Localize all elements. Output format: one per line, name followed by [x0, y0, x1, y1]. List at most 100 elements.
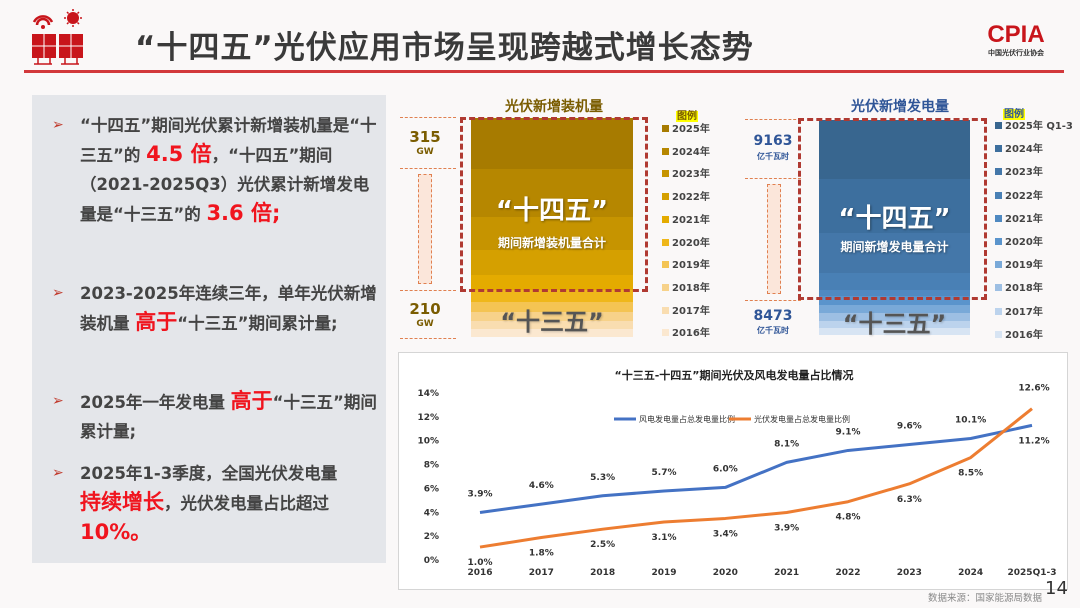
gen-over-label: “十四五”	[838, 204, 951, 234]
y-tick-label: 14%	[417, 389, 439, 399]
gen-legend-title: 图例	[1003, 109, 1025, 120]
legend-swatch	[995, 168, 1002, 176]
cpia-logo-subtext: 中国光伏行业协会	[988, 49, 1044, 57]
legend-label: 2018年	[672, 282, 710, 294]
y-tick-label: 6%	[424, 484, 439, 494]
legend-label: 2021年	[672, 214, 710, 226]
legend-item: 2018年	[662, 279, 710, 294]
install-top-value: 315	[409, 128, 441, 146]
data-label: 3.4%	[713, 529, 738, 539]
x-tick-label: 2019	[651, 568, 676, 578]
bullet-text: ，“十四五”期间（2021-2025Q3）光伏累计新增发电量是“十三五”的	[80, 146, 370, 224]
legend-swatch	[995, 261, 1002, 269]
legend-label: 2023年	[1005, 167, 1043, 179]
legend-label: 2016年	[672, 328, 710, 340]
highlight-4-5x: 4.5 倍	[146, 142, 212, 166]
double-arrow-icon	[767, 184, 781, 294]
gen-top-value: 9163	[753, 133, 793, 149]
y-tick-label: 0%	[424, 556, 439, 566]
legend-item: 2019年	[995, 256, 1043, 271]
legend-swatch	[995, 214, 1002, 222]
y-tick-label: 4%	[424, 508, 439, 518]
bar-segment-2022年	[471, 250, 633, 275]
legend-swatch	[995, 307, 1002, 315]
data-label: 8.1%	[774, 439, 799, 449]
legend-swatch	[995, 145, 1002, 153]
data-label: 12.6%	[1018, 384, 1049, 394]
legend-label: 风电发电量占总发电量比例	[639, 414, 735, 424]
legend-item: 2016年	[662, 324, 710, 339]
legend-swatch	[662, 238, 669, 246]
gen-bottom-value: 8473	[753, 308, 793, 324]
data-label: 3.1%	[652, 533, 677, 543]
page-title: “十四五”光伏应用市场呈现跨越式增长态势	[135, 30, 754, 66]
bullet-2: ➢ 2023-2025年连续三年，单年光伏新增装机量 高于“十三五”期间累计量;	[52, 279, 377, 338]
bullet-text: ，光伏发电量占比超过	[164, 494, 329, 513]
x-tick-label: 2018	[590, 568, 615, 578]
legend-label: 2022年	[1005, 190, 1043, 202]
data-label: 9.6%	[897, 421, 922, 431]
solar-panel-logo-icon	[28, 8, 88, 66]
legend-swatch	[662, 193, 669, 201]
legend-item: 2018年	[995, 279, 1043, 294]
bar-segment-2019年	[471, 302, 633, 312]
bullet-4: ➢ 2025年1-3季度，全国光伏发电量 持续增长，光伏发电量占比超过 10%。	[52, 459, 377, 548]
install-chart-title: 光伏新增装机量	[505, 99, 603, 115]
bar-segment-2018年	[819, 313, 970, 321]
legend-label: 2018年	[1005, 283, 1043, 295]
bar-segment-2017年	[471, 321, 633, 329]
legend-item: 2021年	[662, 211, 710, 226]
data-source: 数据来源：国家能源局数据	[928, 593, 1043, 604]
bullet-text: “十四五”期间光伏累计新增装机量是“十三五”的	[80, 116, 377, 165]
arrow-bullet-icon: ➢	[52, 393, 64, 409]
bar-segment-2016年	[471, 329, 633, 337]
legend-swatch	[662, 306, 669, 314]
bullet-3: ➢ 2025年一年发电量 高于“十三五”期间累计量;	[52, 387, 377, 446]
bar-segment-2024年	[471, 169, 633, 217]
bullet-text: 2025年1-3季度，全国光伏发电量	[80, 464, 338, 483]
data-label: 10.1%	[955, 416, 986, 426]
guide-line	[745, 178, 801, 179]
x-tick-label: 2022	[835, 568, 860, 578]
series-line-solar	[479, 407, 1033, 549]
legend-swatch	[995, 122, 1002, 129]
legend-swatch	[662, 170, 669, 178]
header-divider	[24, 70, 1064, 73]
bar-segment-2023年	[471, 217, 633, 250]
y-tick-label: 12%	[417, 413, 439, 423]
legend-label: 2020年	[1005, 237, 1043, 248]
data-label: 5.7%	[652, 468, 677, 478]
gen-bottom-unit: 亿千瓦时	[757, 326, 789, 335]
legend-item: 2016年	[995, 326, 1043, 341]
bullet-text: 2023-2025年连续三年，单年光伏新增装机量	[80, 284, 377, 333]
bar-segment-2020年	[471, 290, 633, 302]
highlight-3-6x: 3.6 倍;	[206, 201, 281, 225]
legend-swatch	[995, 284, 1002, 292]
data-label: 6.3%	[897, 495, 922, 505]
bar-segment-2021年	[471, 275, 633, 290]
legend-label: 2017年	[672, 305, 710, 317]
legend-swatch	[995, 238, 1002, 245]
install-stacked-bar	[471, 118, 633, 337]
legend-item: 2024年	[662, 143, 710, 158]
arrow-bullet-icon: ➢	[52, 117, 64, 133]
guide-line	[400, 338, 456, 339]
cpia-logo-text: CPIA	[987, 21, 1045, 48]
bar-segment-2021年	[819, 290, 970, 296]
cpia-logo: CPIA 中国光伏行业协会	[970, 12, 1062, 68]
install-over-sub: 期间新增装机量合计	[497, 236, 606, 250]
x-tick-label: 2020	[713, 568, 738, 578]
data-label: 6.0%	[713, 464, 738, 474]
data-label: 1.0%	[468, 558, 493, 568]
legend-item: 2017年	[662, 302, 710, 317]
legend-label: 2021年	[1005, 213, 1043, 225]
page-number: 14	[1045, 578, 1068, 599]
bar-segment-2017年	[819, 321, 970, 328]
guide-line	[400, 168, 456, 169]
install-legend-title: 图例	[676, 111, 698, 122]
x-tick-label: 2017	[529, 568, 554, 578]
data-label: 2.5%	[590, 540, 615, 550]
legend-swatch	[662, 261, 669, 269]
data-label: 8.5%	[958, 469, 983, 479]
legend-swatch	[662, 329, 669, 337]
